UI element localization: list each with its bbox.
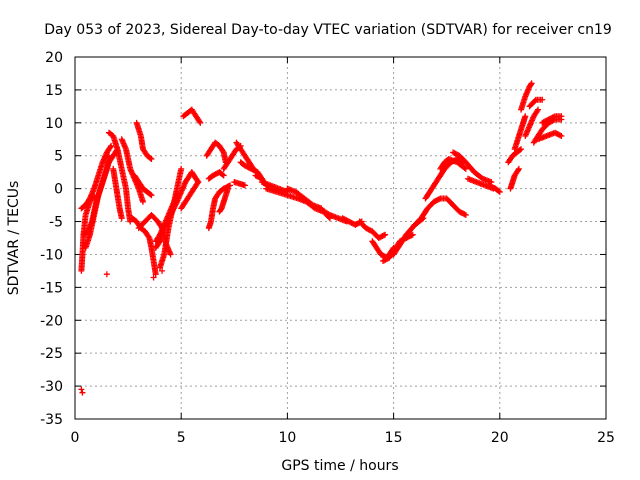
data-point — [105, 152, 112, 159]
data-point — [152, 271, 159, 278]
data-point — [195, 179, 202, 186]
data-point — [127, 218, 134, 225]
y-tick-label: -25 — [40, 346, 63, 362]
x-tick-label: 0 — [71, 430, 80, 446]
data-point — [436, 196, 443, 203]
x-tick-label: 20 — [491, 430, 509, 446]
data-point — [382, 231, 389, 238]
chart-title: Day 053 of 2023, Sidereal Day-to-day VTE… — [44, 22, 612, 38]
data-point — [148, 192, 155, 199]
data-point — [196, 118, 203, 125]
data-point — [147, 155, 154, 162]
data-point — [78, 386, 85, 393]
data-point — [118, 215, 125, 222]
data-point — [79, 389, 86, 396]
data-point — [515, 167, 522, 174]
data-point — [550, 113, 557, 120]
data-point — [167, 251, 174, 258]
data-point — [227, 182, 234, 189]
data-point — [156, 239, 163, 246]
data-point — [558, 113, 565, 120]
data-point — [516, 146, 523, 153]
data-point — [528, 80, 535, 87]
y-tick-label: 15 — [45, 83, 63, 99]
data-point — [522, 113, 529, 120]
y-tick-label: -15 — [40, 280, 63, 296]
y-tick-labels: -35 -30 -25 -20 -15 -10 -5 0 5 10 15 20 — [40, 50, 63, 428]
x-tick-labels: 0 5 10 15 20 25 — [71, 430, 615, 446]
data-point — [241, 182, 248, 189]
plot-frame — [74, 56, 607, 420]
data-point — [539, 96, 546, 103]
data-point — [219, 148, 226, 155]
data-point — [159, 267, 166, 274]
data-point — [462, 211, 469, 218]
data-point — [178, 165, 185, 172]
data-point — [108, 142, 115, 149]
y-tick-label: -10 — [40, 247, 63, 263]
data-point — [461, 211, 468, 218]
y-tick-label: 5 — [54, 149, 63, 165]
data-point — [139, 198, 146, 205]
data-point — [462, 165, 469, 172]
data-point — [224, 185, 231, 192]
data-point — [409, 231, 416, 238]
y-tick-label: -35 — [40, 412, 63, 428]
data-point — [107, 144, 114, 151]
y-tick-label: -20 — [40, 313, 63, 329]
data-point — [147, 191, 154, 198]
data-point — [495, 188, 502, 195]
y-tick-label: 10 — [45, 116, 63, 132]
data-point — [197, 119, 204, 126]
data-point — [219, 171, 226, 178]
data-point — [515, 165, 522, 172]
y-tick-label: 20 — [45, 50, 63, 66]
data-point — [145, 233, 152, 240]
x-tick-label: 25 — [597, 430, 615, 446]
y-tick-label: -30 — [40, 379, 63, 395]
data-point — [103, 271, 110, 278]
data-point — [380, 232, 387, 239]
data-points — [78, 80, 565, 396]
x-axis-label: GPS time / hours — [281, 458, 398, 474]
data-point — [527, 81, 534, 88]
data-point — [408, 232, 415, 239]
data-point — [496, 188, 503, 195]
data-point — [534, 107, 541, 114]
data-point — [194, 180, 201, 187]
data-point — [531, 97, 538, 104]
data-point — [518, 146, 525, 153]
y-axis-label: SDTVAR / TECUs — [6, 181, 22, 296]
x-tick-label: 5 — [177, 430, 186, 446]
data-point — [461, 164, 468, 171]
data-point — [535, 106, 542, 113]
x-tick-label: 10 — [278, 430, 296, 446]
y-tick-label: -5 — [49, 215, 63, 231]
data-point — [150, 274, 157, 281]
grid — [75, 57, 606, 419]
data-point — [558, 132, 565, 139]
data-point — [220, 172, 227, 179]
data-point — [557, 132, 564, 139]
x-tick-label: 15 — [385, 430, 403, 446]
y-tick-label: 0 — [54, 182, 63, 198]
data-point — [148, 156, 155, 163]
axis-ticks — [74, 56, 607, 420]
